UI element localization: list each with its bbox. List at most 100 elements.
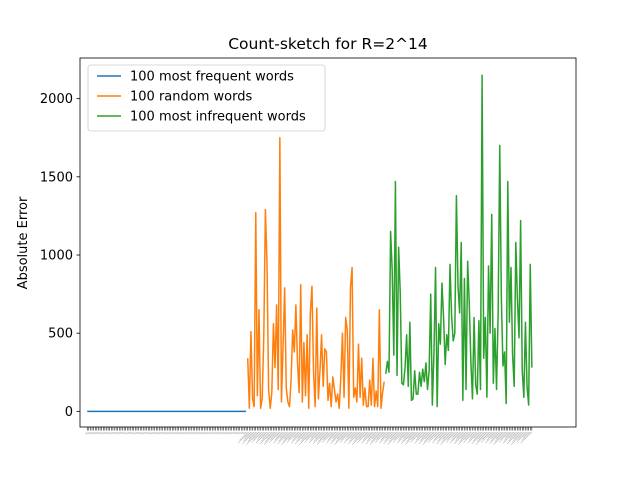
x-tick-label-mark: [319, 431, 327, 440]
x-tick-label-mark: [123, 431, 126, 435]
x-tick-label-mark: [436, 431, 449, 445]
x-tick-label-mark: [229, 431, 232, 435]
x-tick-label-mark: [352, 431, 366, 445]
x-tick-label-mark: [109, 431, 112, 435]
x-tick-label-mark: [489, 431, 502, 445]
x-tick-label-mark: [176, 431, 179, 435]
x-tick-label-mark: [491, 431, 499, 439]
x-tick-label-mark: [256, 431, 266, 441]
x-tick-label-mark: [369, 431, 383, 445]
y-tick-label-0: 0: [65, 405, 73, 420]
x-tick-label-mark: [248, 431, 256, 440]
x-tick-label-mark: [335, 431, 346, 442]
x-tick-label-mark: [251, 431, 263, 443]
x-tick-label-mark: [235, 431, 239, 435]
x-tick-label-mark: [375, 431, 386, 443]
x-tick-label-mark: [259, 431, 272, 445]
x-tick-label-mark: [445, 431, 457, 443]
x-tick-label-mark: [512, 431, 523, 442]
plot-frame: [79, 57, 577, 428]
x-tick-label-mark: [502, 431, 515, 444]
x-tick-label-mark: [415, 431, 425, 441]
x-tick-label-mark: [275, 431, 282, 438]
x-tick-label-mark: [485, 431, 497, 444]
x-tick-label-mark: [153, 431, 157, 435]
x-tick-label-mark: [442, 431, 451, 440]
x-tick-label-mark: [403, 431, 411, 439]
x-tick-label-mark: [463, 431, 475, 443]
x-tick-label-mark: [240, 431, 244, 435]
x-tick-label-mark: [89, 431, 93, 435]
x-tick-label-mark: [107, 431, 110, 435]
x-tick-label-mark: [125, 431, 128, 435]
x-tick-label-mark: [246, 431, 260, 445]
x-tick-label-mark: [195, 431, 199, 435]
x-tick-label-mark: [419, 431, 430, 442]
x-tick-label-mark: [368, 431, 375, 439]
y-axis: 0 500 1000 1500 2000: [40, 92, 80, 420]
x-tick-label-mark: [508, 431, 518, 442]
x-tick-label-mark: [327, 431, 337, 441]
x-tick-label-mark: [379, 431, 391, 444]
x-tick-label-mark: [418, 431, 431, 445]
x-tick-label-mark: [357, 431, 369, 443]
series-line-3: [385, 74, 533, 408]
x-tick-label-mark: [405, 431, 419, 445]
x-tick-label-mark: [297, 431, 305, 439]
x-tick-label-mark: [398, 431, 407, 441]
x-tick-label-mark: [115, 431, 118, 435]
x-tick-label-mark: [113, 431, 117, 435]
x-tick-label-mark: [131, 431, 134, 435]
x-tick-label-mark: [263, 431, 277, 445]
x-tick-label-mark: [202, 431, 205, 435]
x-tick-label-mark: [277, 431, 290, 445]
x-tick-label-mark: [422, 431, 436, 445]
x-tick-label-mark: [136, 431, 139, 435]
x-tick-label-mark: [504, 431, 513, 441]
x-tick-label-mark: [274, 431, 284, 441]
x-tick-label-mark: [336, 431, 345, 440]
x-tick-label-mark: [269, 431, 281, 443]
x-tick-label-mark: [237, 431, 240, 435]
x-tick-label-mark: [206, 431, 210, 435]
x-tick-label-mark: [376, 431, 385, 440]
x-tick-label-mark: [495, 431, 504, 440]
x-tick-label-mark: [96, 431, 99, 435]
x-tick-label-mark: [433, 431, 443, 441]
x-tick-label-mark: [144, 431, 147, 435]
x-tick-label-mark: [464, 431, 473, 440]
x-tick-label-mark: [414, 431, 427, 444]
x-tick-label-mark: [224, 431, 228, 435]
x-tick-label-mark: [247, 431, 258, 442]
x-tick-label-mark: [343, 431, 356, 444]
x-tick-label-mark: [142, 431, 146, 435]
x-tick-label-mark: [242, 431, 245, 435]
y-tick-label-2000: 2000: [40, 92, 73, 107]
x-tick-label-mark: [121, 431, 125, 435]
x-tick-label-mark: [354, 431, 362, 440]
x-tick-label-mark: [406, 431, 417, 442]
x-tick-label-mark: [471, 431, 484, 445]
x-tick-label-mark: [411, 431, 420, 440]
x-tick-label-mark: [292, 431, 301, 441]
x-tick-label-mark: [88, 431, 91, 435]
x-tick-label-mark: [393, 431, 403, 440]
x-tick-label-mark: [155, 431, 159, 435]
x-tick-label-mark: [440, 431, 454, 445]
x-tick-label-mark: [469, 431, 476, 438]
x-tick-label-mark: [282, 431, 293, 442]
x-tick-label-mark: [258, 431, 264, 438]
x-tick-label-mark: [506, 431, 520, 445]
y-tick-label-1000: 1000: [40, 249, 73, 264]
x-tick-label-mark: [221, 431, 224, 435]
x-tick-label-mark: [385, 431, 393, 439]
x-tick-label-mark: [434, 431, 441, 438]
x-tick-label-mark: [349, 431, 359, 442]
x-tick-label-mark: [133, 431, 136, 435]
x-tick-label-mark: [283, 431, 292, 440]
x-tick-label-mark: [402, 431, 412, 442]
x-tick-label-mark: [260, 431, 271, 442]
x-tick-label-mark: [423, 431, 435, 442]
x-tick-label-mark: [472, 431, 483, 442]
x-tick-label-mark: [313, 431, 324, 442]
